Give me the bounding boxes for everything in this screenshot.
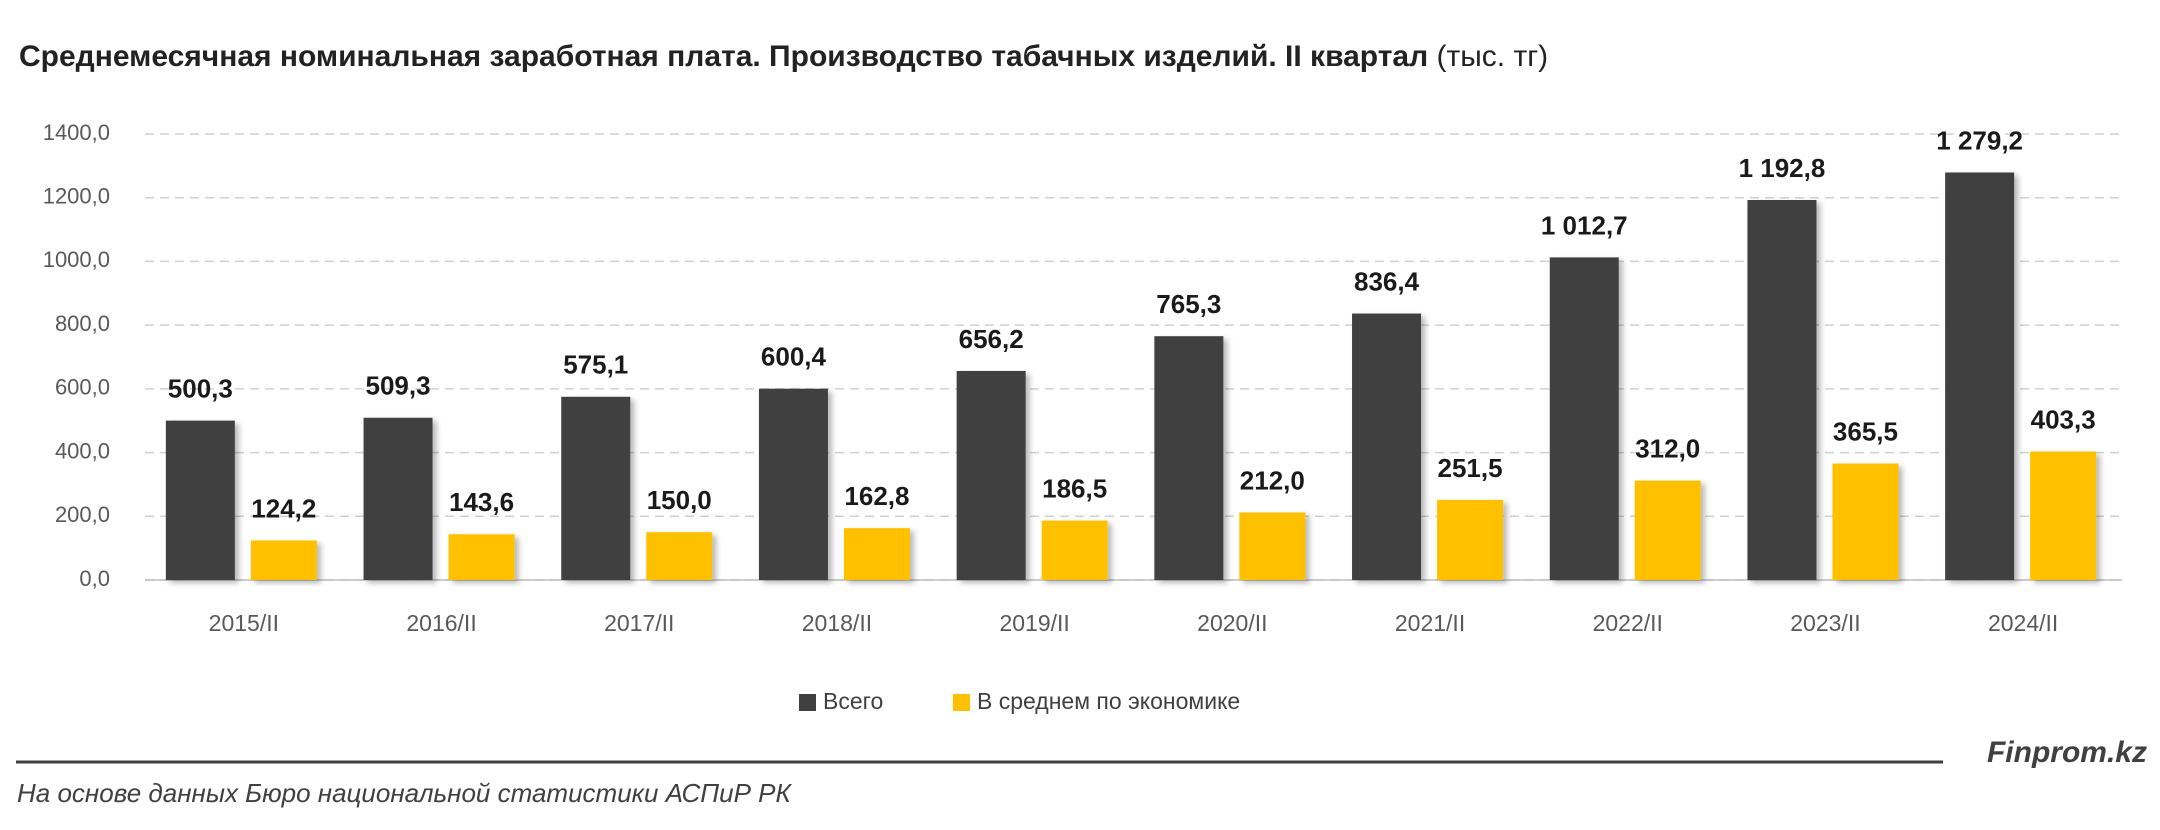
bar	[448, 534, 515, 580]
bar	[250, 540, 317, 580]
x-tick-label: 2021/II	[1395, 610, 1465, 636]
value-label: 600,4	[761, 342, 827, 372]
bar	[843, 528, 910, 580]
legend-label: Всего	[823, 688, 883, 714]
value-label: 1 279,2	[1936, 125, 2023, 155]
bar	[1747, 200, 1817, 580]
value-label: 212,0	[1240, 465, 1305, 495]
bar	[165, 420, 235, 580]
x-tick-label: 2017/II	[604, 610, 674, 636]
legend-label: В среднем по экономике	[977, 688, 1240, 714]
x-tick-label: 2024/II	[1988, 610, 2058, 636]
bar	[1945, 172, 2015, 580]
value-label: 509,3	[366, 371, 431, 401]
bar	[1549, 257, 1619, 580]
y-tick-label: 200,0	[55, 502, 110, 527]
bar	[1154, 336, 1224, 580]
bar	[1352, 313, 1422, 580]
x-tick-label: 2020/II	[1197, 610, 1267, 636]
value-label: 251,5	[1438, 453, 1503, 483]
y-tick-label: 1400,0	[43, 120, 110, 145]
bar	[956, 370, 1026, 580]
y-tick-label: 1200,0	[43, 184, 110, 209]
value-label: 162,8	[844, 481, 909, 511]
value-label: 1 012,7	[1541, 210, 1628, 240]
value-label: 575,1	[563, 350, 628, 380]
y-tick-label: 600,0	[55, 375, 110, 400]
x-tick-label: 2018/II	[802, 610, 872, 636]
bar	[646, 532, 713, 580]
value-label: 186,5	[1042, 473, 1107, 503]
source-note: На основе данных Бюро национальной стати…	[17, 778, 792, 808]
x-tick-label: 2022/II	[1593, 610, 1663, 636]
value-label: 312,0	[1635, 433, 1700, 463]
value-label: 124,2	[251, 493, 316, 523]
y-tick-label: 400,0	[55, 438, 110, 463]
bar	[1634, 480, 1701, 580]
bar	[561, 396, 631, 580]
legend-swatch	[799, 694, 816, 711]
bar	[758, 388, 828, 580]
legend-swatch	[953, 694, 970, 711]
value-label: 656,2	[959, 324, 1024, 354]
x-tick-label: 2023/II	[1790, 610, 1860, 636]
bar	[1437, 499, 1504, 580]
y-tick-label: 1000,0	[43, 247, 110, 272]
value-label: 403,3	[2031, 404, 2096, 434]
x-tick-label: 2016/II	[406, 610, 476, 636]
watermark: Finprom.kz	[1987, 736, 2147, 769]
y-tick-label: 0,0	[79, 566, 110, 591]
y-tick-label: 800,0	[55, 311, 110, 336]
value-label: 143,6	[449, 487, 514, 517]
value-label: 1 192,8	[1739, 153, 1826, 183]
value-label: 365,5	[1833, 416, 1898, 446]
bar	[363, 417, 433, 580]
chart-title: Среднемесячная номинальная заработная пл…	[19, 40, 1548, 73]
title-unit: (тыс. тг)	[1437, 40, 1549, 73]
value-label: 150,0	[647, 485, 712, 515]
bar	[2030, 451, 2097, 580]
value-label: 765,3	[1156, 289, 1221, 319]
bar	[1832, 463, 1899, 580]
title-main: Среднемесячная номинальная заработная пл…	[19, 40, 1428, 73]
value-label: 500,3	[168, 373, 233, 403]
bar	[1239, 512, 1306, 580]
bar	[1041, 520, 1108, 580]
x-tick-label: 2015/II	[209, 610, 279, 636]
x-tick-label: 2019/II	[999, 610, 1069, 636]
value-label: 836,4	[1354, 266, 1420, 296]
